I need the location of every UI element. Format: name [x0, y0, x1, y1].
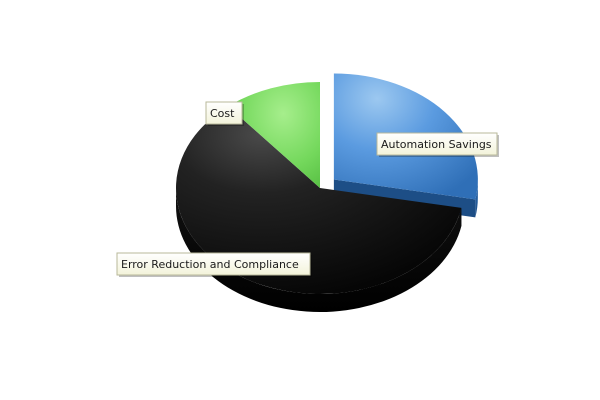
pie-slice-error-reduction-and-compliance[interactable] — [175, 106, 462, 295]
slice-label-cost: Cost — [205, 101, 244, 126]
pie-slice-cost[interactable] — [228, 82, 320, 188]
slice-label-error-reduction-and-compliance: Error Reduction and Compliance — [116, 252, 312, 277]
slice-label-text: Error Reduction and Compliance — [121, 258, 299, 271]
pie-slice-side-automation-savings — [475, 179, 478, 218]
slice-label-automation-savings: Automation Savings — [376, 132, 499, 157]
slice-label-text: Cost — [210, 107, 235, 120]
slice-label-text: Automation Savings — [381, 138, 492, 151]
pie-slice-side-error-reduction-and-compliance — [176, 188, 462, 313]
